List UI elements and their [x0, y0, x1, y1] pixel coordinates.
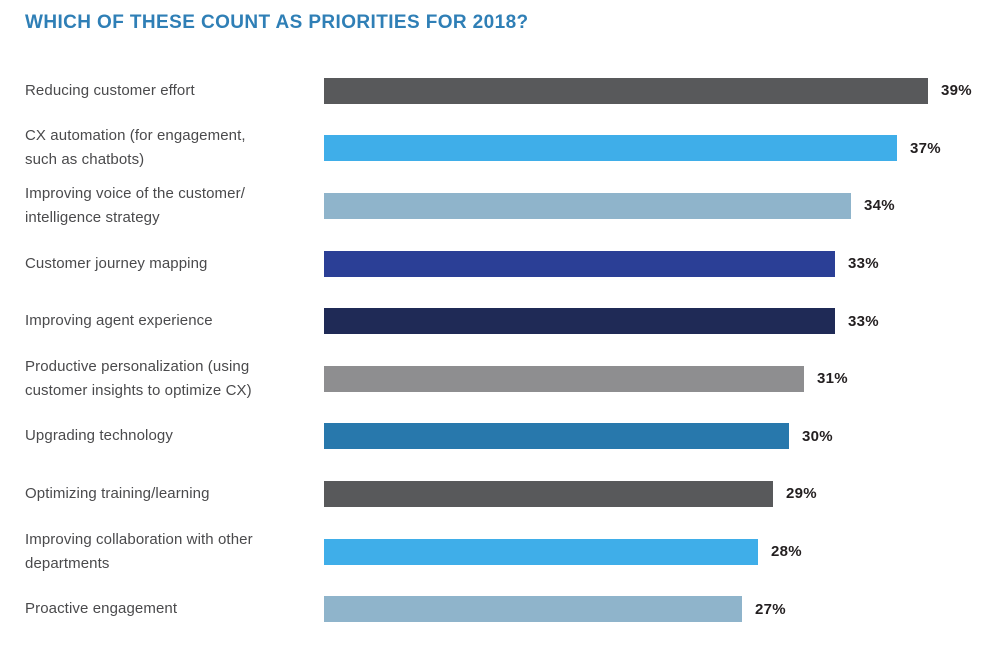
bar-area: 33%	[324, 308, 999, 335]
category-label: Upgrading technology	[25, 427, 173, 445]
bar	[324, 250, 835, 277]
bar	[324, 135, 897, 162]
value-label: 39%	[941, 82, 972, 100]
bar-row: Improving voice of the customer/intellig…	[0, 177, 999, 235]
bar-area: 37%	[324, 135, 999, 162]
category-label: Optimizing training/learning	[25, 484, 210, 502]
chart-rows: Reducing customer effort 39% CX automation…	[0, 62, 999, 638]
value-label: 27%	[755, 600, 786, 618]
category-label: Proactive engagement	[25, 600, 178, 618]
value-label: 34%	[864, 197, 895, 215]
bar-row: Productive personalization (using custome…	[0, 350, 999, 408]
category-label: Reducing customer effort	[25, 81, 195, 99]
category-label: Improving collaboration with other depart…	[25, 530, 253, 572]
bar-area: 27%	[324, 596, 999, 623]
bar	[324, 480, 773, 507]
value-label: 33%	[848, 312, 879, 330]
bar	[324, 308, 835, 335]
bar-area: 39%	[324, 77, 999, 104]
bar-row: Customer journey mapping 33%	[0, 235, 999, 293]
bar-row: Optimizing training/learning 29%	[0, 465, 999, 523]
bar	[324, 77, 928, 104]
value-label: 31%	[817, 370, 848, 388]
bar-row: Upgrading technology 30%	[0, 408, 999, 466]
bar-row: Improving agent experience 33%	[0, 292, 999, 350]
value-label: 37%	[910, 139, 941, 157]
bar-row: CX automation (for engagement, such as ch…	[0, 120, 999, 178]
bar-area: 33%	[324, 250, 999, 277]
value-label: 33%	[848, 255, 879, 273]
bar	[324, 538, 758, 565]
bar-area: 31%	[324, 365, 999, 392]
bar-row: Proactive engagement 27%	[0, 580, 999, 638]
bar-area: 29%	[324, 480, 999, 507]
bar-row: Improving collaboration with other depart…	[0, 523, 999, 581]
category-label: Productive personalization (using custome…	[25, 357, 252, 399]
category-label: Improving agent experience	[25, 312, 213, 330]
bar	[324, 596, 742, 623]
bar-area: 28%	[324, 538, 999, 565]
category-label: CX automation (for engagement, such as ch…	[25, 127, 246, 169]
category-label: Customer journey mapping	[25, 254, 208, 272]
bar-area: 34%	[324, 192, 999, 219]
category-label: Improving voice of the customer/intellig…	[25, 184, 245, 226]
value-label: 28%	[771, 543, 802, 561]
bar-area: 30%	[324, 423, 999, 450]
bar	[324, 365, 804, 392]
value-label: 30%	[802, 427, 833, 445]
value-label: 29%	[786, 485, 817, 503]
bar	[324, 423, 789, 450]
bar	[324, 192, 851, 219]
chart-title: WHICH OF THESE COUNT AS PRIORITIES FOR 2…	[25, 12, 529, 33]
bar-row: Reducing customer effort 39%	[0, 62, 999, 120]
